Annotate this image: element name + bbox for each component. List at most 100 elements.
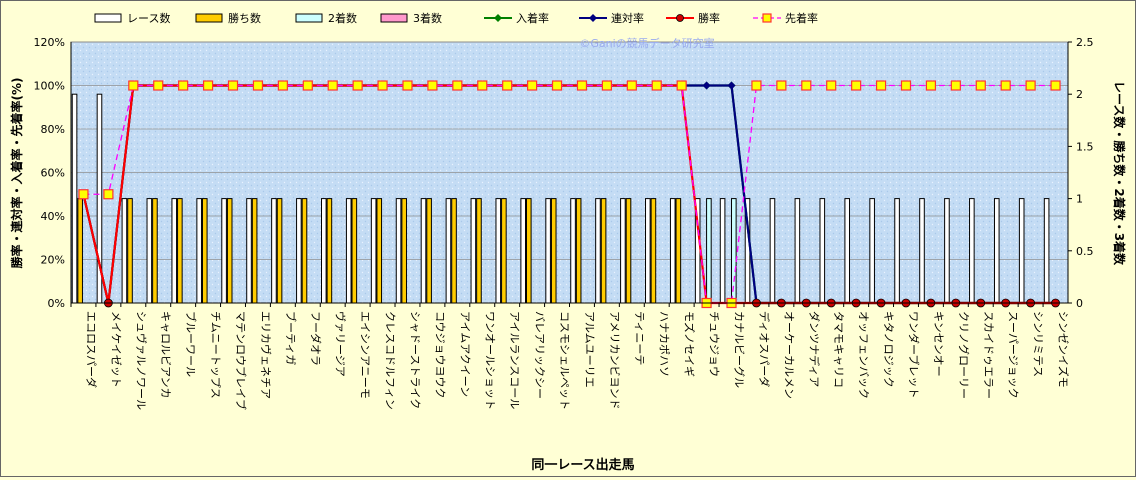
y-right-tick-label: 0.5: [1076, 245, 1094, 258]
point-marker: [527, 80, 538, 91]
bar: [645, 198, 651, 304]
point-marker: [551, 80, 563, 91]
point-marker: [601, 80, 612, 91]
y-axis-left-title: 勝率・連対率・入着率・先着率(%): [9, 78, 24, 269]
bar: [370, 198, 377, 304]
y-right-tick-label: 2: [1076, 88, 1083, 101]
bar: [127, 198, 133, 304]
point-marker: [826, 80, 837, 91]
y-left-tick-label: 0%: [48, 297, 65, 310]
bar: [71, 93, 78, 304]
legend-swatch: [94, 13, 122, 23]
point-marker: [377, 80, 388, 91]
x-tick-label: コウジョウヨウク: [433, 311, 446, 399]
bar: [844, 198, 851, 304]
x-tick-label: ハナカポハソ: [658, 311, 671, 377]
bar: [869, 198, 875, 304]
bar: [526, 198, 532, 304]
legend-label: 2着数: [328, 11, 357, 25]
point-marker: [851, 80, 862, 91]
y-left-tick-label: 120%: [34, 36, 65, 49]
bar: [376, 198, 383, 304]
x-tick-label: アルムユーリエ: [583, 311, 596, 388]
bar: [969, 198, 975, 304]
bar: [445, 198, 452, 304]
bar: [470, 198, 477, 304]
point-marker: [727, 81, 736, 90]
x-tick-label: シュヴァルノワール: [134, 311, 148, 410]
point-marker: [78, 189, 89, 200]
bar: [152, 198, 158, 304]
y-left-tick-label: 60%: [41, 167, 65, 180]
x-tick-label: アイムアクイーン: [458, 311, 471, 397]
bar: [351, 198, 358, 304]
x-tick-label: エリカヴェネチア: [259, 311, 273, 399]
x-tick-label: カナルビーグル: [733, 311, 747, 388]
bar: [196, 198, 202, 304]
bar: [675, 198, 682, 304]
legend-label: 連対率: [611, 11, 644, 25]
bar: [495, 198, 502, 304]
legend-swatch: [380, 13, 408, 23]
point-marker: [277, 80, 288, 91]
bar: [226, 198, 233, 304]
legend-swatch: [295, 13, 323, 23]
point-marker: [302, 80, 313, 91]
x-tick-label: スーパージョック: [1007, 311, 1020, 399]
bar: [575, 198, 582, 304]
x-tick-label: キンセンオー: [932, 311, 945, 377]
y-left-tick-label: 40%: [41, 210, 65, 223]
bar: [451, 198, 457, 304]
x-tick-label: エイシンアニーモ: [359, 311, 372, 399]
y-right-tick-label: 1.5: [1076, 140, 1094, 153]
x-tick-label: シンゼンイズモ: [1057, 311, 1071, 388]
bar: [296, 198, 302, 304]
x-tick-label: アイルランスコール: [508, 311, 521, 409]
bar: [420, 198, 427, 304]
x-tick-label: シャドーストライク: [408, 311, 421, 409]
bar: [595, 198, 601, 304]
x-tick-label: キタノロジック: [882, 311, 895, 388]
x-tick-label: バレアリックシー: [533, 311, 546, 399]
x-tick-label: ワンオールショット: [483, 311, 496, 410]
point-marker: [776, 80, 787, 91]
x-tick-label: ブルーワール: [184, 311, 198, 377]
bar: [395, 198, 402, 304]
bar: [706, 198, 712, 304]
x-tick-label: クレスコドルフィン: [384, 311, 397, 410]
bar: [121, 198, 128, 304]
bar: [993, 198, 1000, 304]
bar: [520, 198, 526, 304]
legend-swatch: [195, 13, 223, 23]
bar: [600, 198, 607, 304]
bar: [550, 198, 557, 304]
bar: [221, 198, 227, 304]
point-marker: [950, 80, 961, 91]
x-tick-label: メイケイゼット: [109, 311, 122, 388]
x-tick-label: オッフェンバック: [857, 311, 870, 399]
point-marker: [1000, 80, 1011, 91]
bar: [1018, 198, 1025, 304]
legend-marker: [676, 14, 684, 22]
bar: [944, 198, 950, 304]
bar: [719, 198, 726, 304]
bar: [246, 198, 252, 304]
legend-label: 勝率: [698, 11, 720, 25]
x-tick-label: アメリカンビヨンド: [608, 311, 621, 409]
x-tick-label: ワンダーブレット: [907, 311, 921, 398]
point-marker: [801, 80, 812, 91]
point-marker: [925, 80, 937, 91]
point-marker: [651, 80, 662, 91]
axes-layer: 0% 20% 40% 60% 80% 100% 120% 0 0.5 1 1.5 2 2.5 エコロスパー…: [34, 36, 1094, 410]
point-marker: [202, 80, 214, 91]
x-tick-label: ディオスパーダ: [757, 311, 771, 387]
x-tick-label: ダンツナディア: [807, 311, 821, 387]
bar: [345, 198, 352, 304]
bar: [401, 198, 407, 304]
bar: [271, 198, 277, 304]
point-marker: [576, 80, 588, 91]
point-marker: [178, 80, 189, 91]
point-marker: [875, 80, 887, 91]
